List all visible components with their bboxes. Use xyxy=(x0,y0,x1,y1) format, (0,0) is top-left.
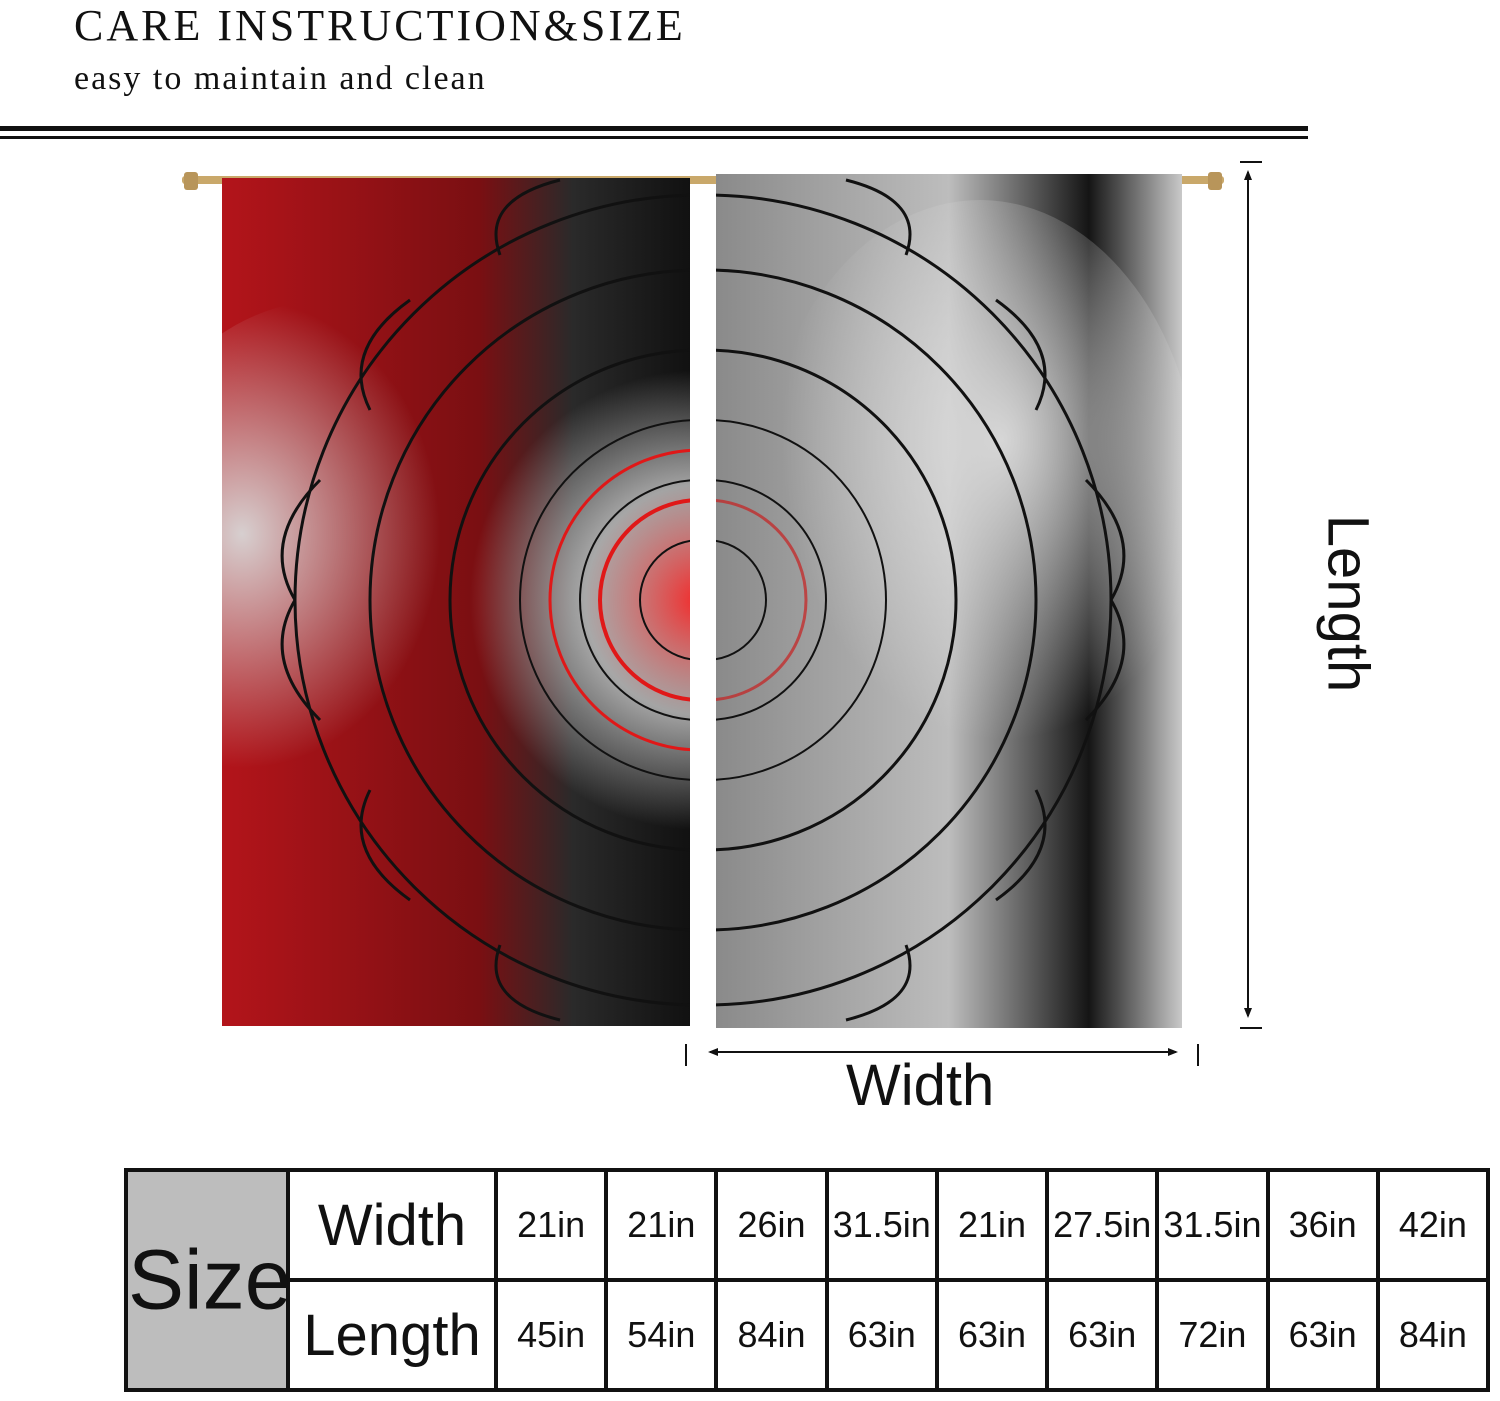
length-value: 84in xyxy=(718,1282,829,1388)
page-title: CARE INSTRUCTION&SIZE xyxy=(74,1,686,50)
length-value: 72in xyxy=(1159,1282,1270,1388)
width-value: 31.5in xyxy=(829,1172,939,1278)
page-subtitle: easy to maintain and clean xyxy=(74,60,487,97)
curtain-illustration xyxy=(182,161,1262,1066)
width-value: 27.5in xyxy=(1049,1172,1160,1278)
width-value: 21in xyxy=(498,1172,609,1278)
width-value: 36in xyxy=(1270,1172,1380,1278)
width-value: 21in xyxy=(608,1172,719,1278)
size-header-cell: Size xyxy=(128,1172,292,1388)
width-row-label: Width xyxy=(290,1172,498,1278)
size-grid: Width 21in 21in 26in 31.5in 21in 27.5in … xyxy=(290,1172,1486,1388)
length-value: 54in xyxy=(608,1282,719,1388)
length-row: Length 45in 54in 84in 63in 63in 63in 72i… xyxy=(290,1278,1486,1388)
size-header-label: Size xyxy=(128,1232,292,1327)
width-dimension-label: Width xyxy=(846,1053,995,1118)
width-value: 26in xyxy=(718,1172,829,1278)
length-value: 63in xyxy=(1049,1282,1160,1388)
length-value: 63in xyxy=(939,1282,1050,1388)
length-row-label: Length xyxy=(290,1282,498,1388)
divider-thin xyxy=(0,136,1308,139)
length-value: 45in xyxy=(498,1282,609,1388)
width-value: 21in xyxy=(939,1172,1050,1278)
length-value: 84in xyxy=(1398,1314,1467,1355)
size-chart-table: Size Width 21in 21in 26in 31.5in 21in 27… xyxy=(124,1168,1490,1392)
width-value: 31.5in xyxy=(1159,1172,1270,1278)
length-value: 63in xyxy=(829,1282,939,1388)
length-dimension-label: Length xyxy=(1315,514,1381,693)
width-row: Width 21in 21in 26in 31.5in 21in 27.5in … xyxy=(290,1172,1486,1278)
divider-thick xyxy=(0,126,1308,131)
width-value: 42in xyxy=(1398,1204,1467,1245)
length-value: 63in xyxy=(1270,1282,1380,1388)
